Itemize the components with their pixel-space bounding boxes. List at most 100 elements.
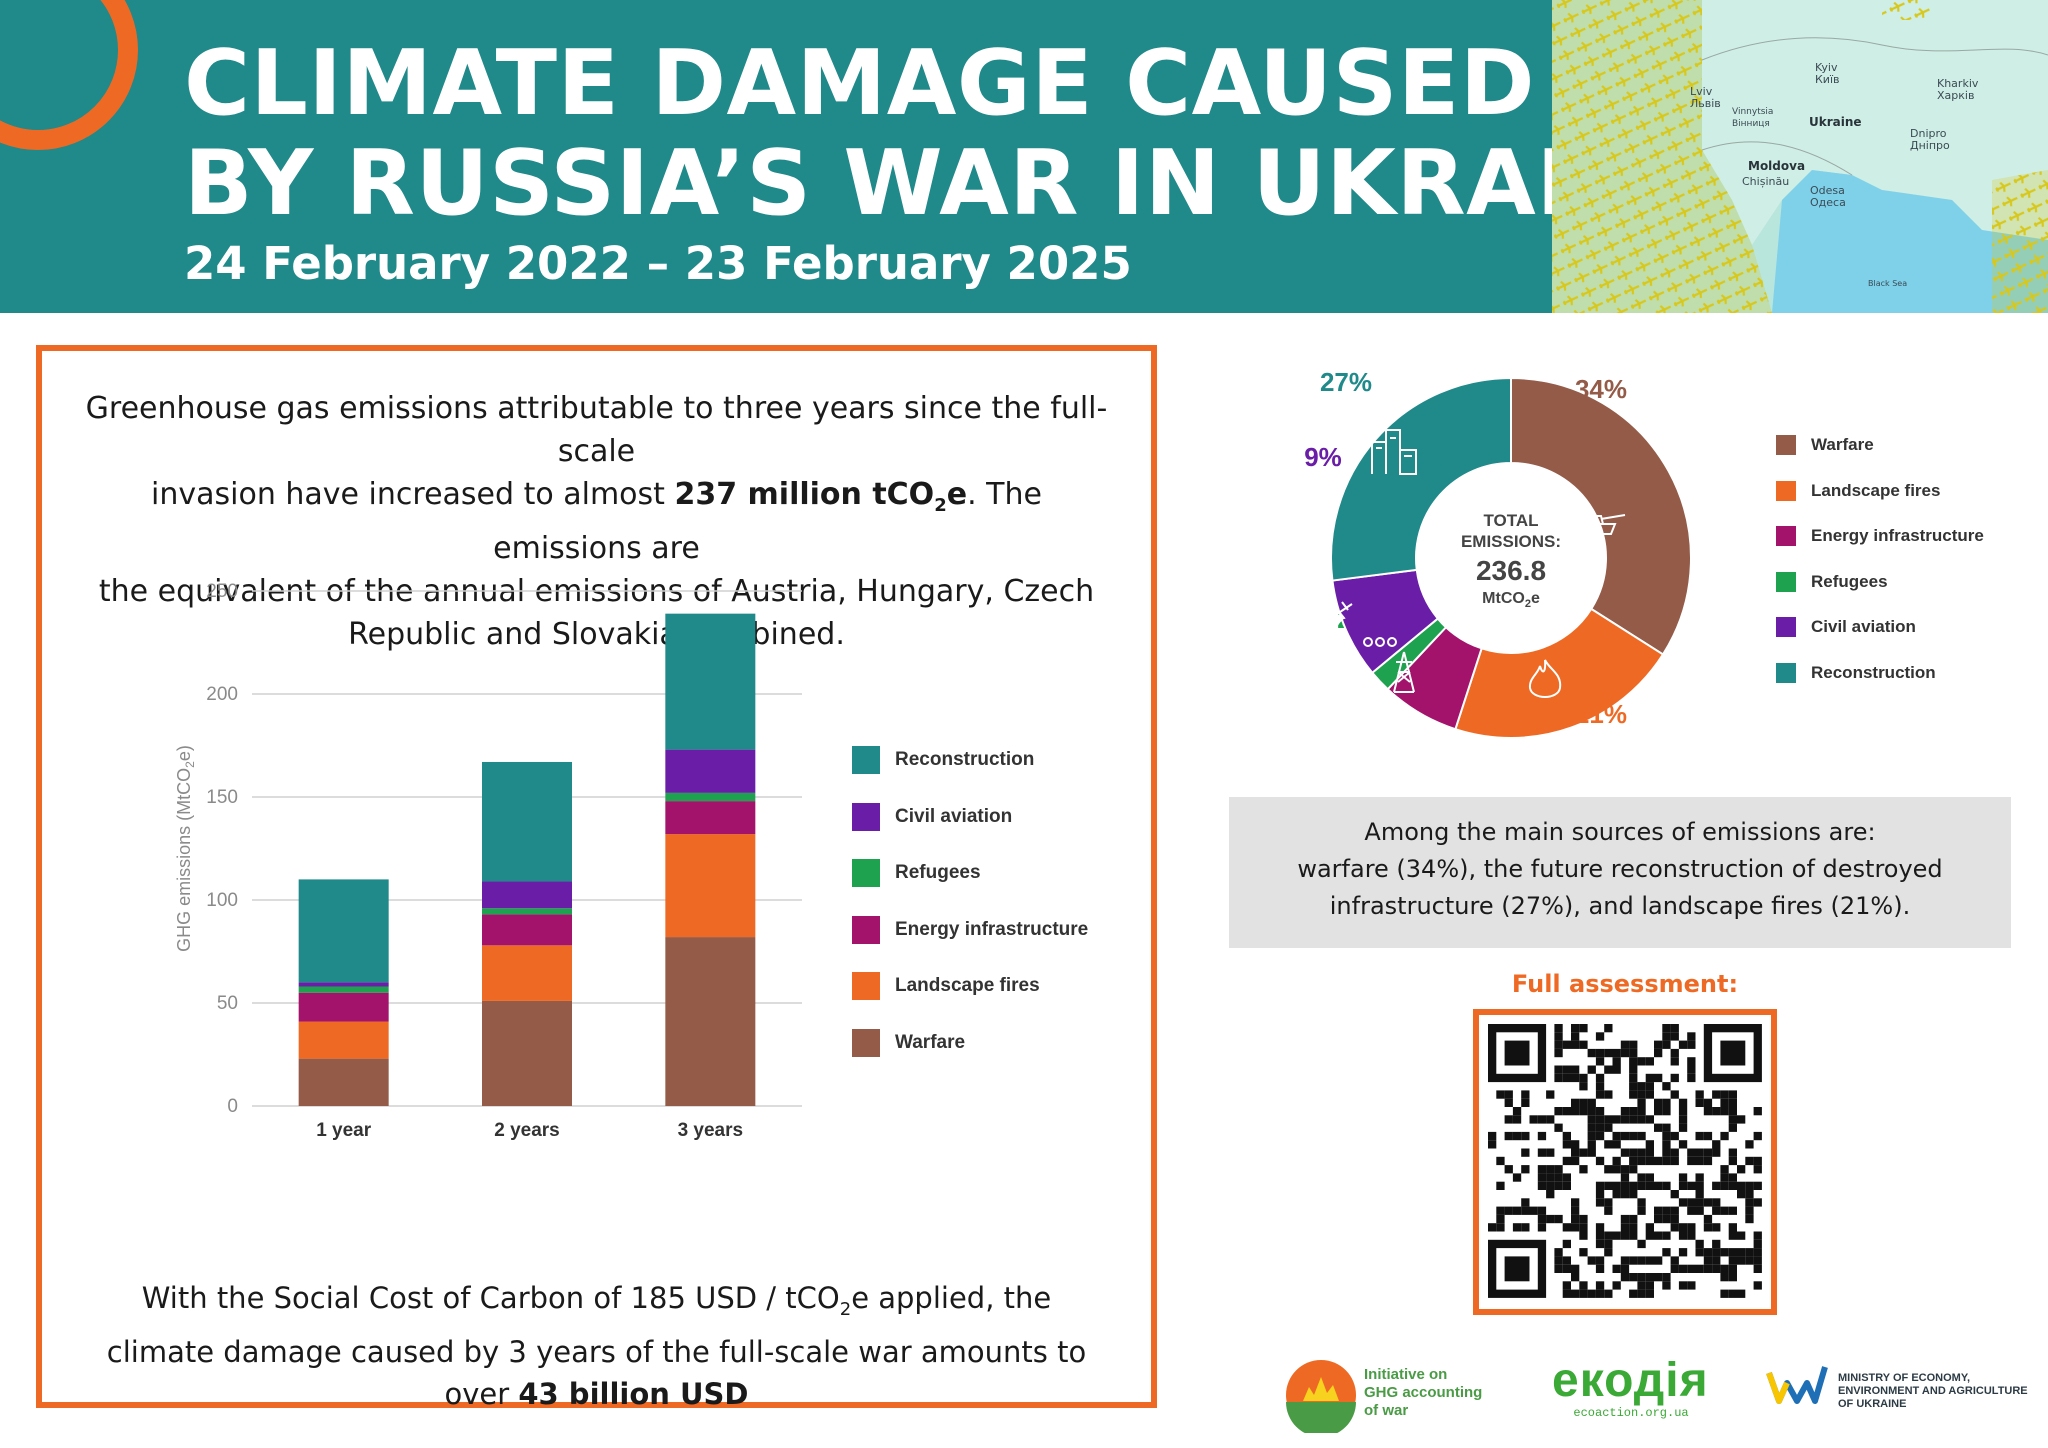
map-label-kharkiv: Kharkiv Харків <box>1937 77 1979 102</box>
legend-swatch <box>1776 617 1796 637</box>
bar-segment-refugees <box>298 986 389 993</box>
initiative-logo-icon <box>1286 1360 1356 1433</box>
legend-swatch <box>852 859 880 887</box>
donut-percent-label: 9% <box>1304 442 1342 472</box>
x-category-label: 3 years <box>678 1120 744 1141</box>
bar-segment-energy-infrastructure <box>482 914 572 946</box>
map-graphic <box>1552 0 2048 313</box>
bar-segment-reconstruction <box>482 761 572 882</box>
emissions-panel: Greenhouse gas emissions attributable to… <box>36 345 1157 1411</box>
legend-swatch <box>1776 435 1796 455</box>
legend-label: Energy infrastructure <box>895 918 1089 940</box>
bar-segment-civil-aviation <box>482 881 572 909</box>
legend-label: Reconstruction <box>1811 662 1936 682</box>
legend-item-energy-infrastructure: Energy infrastructure <box>852 915 1089 944</box>
legend-swatch <box>852 1028 880 1057</box>
map-label-lviv: Lviv Львів <box>1690 85 1721 110</box>
donut-chart-area: 34%21%7%2%9%27%TOTALEMISSIONS:236.8MtCO2… <box>1290 360 1750 780</box>
donut-legend-item-civil-aviation: Civil aviation <box>1776 617 1984 637</box>
bar-segment-reconstruction <box>665 613 756 750</box>
buildings-icon <box>1371 429 1417 475</box>
bar-segment-warfare <box>298 1058 389 1106</box>
bar-segment-reconstruction <box>298 879 389 983</box>
fire-icon <box>1528 659 1562 698</box>
donut-center-label: EMISSIONS: <box>1461 532 1561 551</box>
legend-label: Refugees <box>895 862 981 883</box>
bar-segment-refugees <box>482 908 572 915</box>
bar-segment-energy-infrastructure <box>298 992 389 1022</box>
bar-segment-landscape-fires <box>482 945 572 1001</box>
y-tick-label: 200 <box>206 684 238 705</box>
legend-label: Civil aviation <box>1811 617 1916 636</box>
legend-label: Energy infrastructure <box>1811 526 1984 545</box>
legend-label: Civil aviation <box>895 805 1013 827</box>
donut-legend-item-warfare: Warfare <box>1776 435 1984 455</box>
legend-label: Warfare <box>895 1031 966 1053</box>
map-label-dnipro: Dnipro Дніпро <box>1910 127 1950 152</box>
summary-box: Among the main sources of emissions are:… <box>1229 797 2011 948</box>
y-tick-label: 250 <box>206 581 238 602</box>
map-label-ukraine: Ukraine <box>1809 115 1862 129</box>
map-label-odesa: Odesa Одеса <box>1810 184 1846 209</box>
legend-swatch <box>852 802 880 831</box>
donut-legend-item-energy-infrastructure: Energy infrastructure <box>1776 526 1984 546</box>
orange-ring-decoration <box>0 0 138 150</box>
donut-legend-item-reconstruction: Reconstruction <box>1776 662 1984 683</box>
donut-percent-label: 21% <box>1575 699 1627 729</box>
donut-legend-item-refugees: Refugees <box>1776 571 1984 592</box>
donut-center-unit: MtCO2e <box>1482 590 1540 610</box>
tank-icon <box>1573 514 1626 535</box>
donut-center-label: TOTAL <box>1483 511 1538 530</box>
legend-item-landscape-fires: Landscape fires <box>852 972 1088 1000</box>
page-subtitle: 24 February 2022 – 23 February 2025 <box>184 237 1132 290</box>
qr-code[interactable] <box>1488 1024 1762 1300</box>
bar-segment-civil-aviation <box>298 982 389 987</box>
legend-item-reconstruction: Reconstruction <box>852 746 1088 774</box>
map-label-black-sea: Black Sea <box>1868 279 1908 288</box>
donut-slice-reconstruction <box>1330 376 1512 582</box>
y-tick-label: 150 <box>206 787 238 808</box>
intro-paragraph: Greenhouse gas emissions attributable to… <box>85 391 1108 652</box>
header-banner: CLIMATE DAMAGE CAUSED BY RUSSIA’S WAR IN… <box>0 0 2048 313</box>
legend-label: Reconstruction <box>895 749 1035 770</box>
airplane-icon <box>1327 601 1353 621</box>
qr-code-frame[interactable] <box>1473 1009 1777 1315</box>
y-tick-label: 100 <box>206 890 238 911</box>
donut-chart: 34%21%7%2%9%27%TOTALEMISSIONS:236.8MtCO2… <box>1304 367 1692 739</box>
donut-chart-legend: Warfare Landscape fires Energy infrastruct… <box>1776 435 1984 708</box>
map-label-vinnytsia: Vinnytsia Вінниця <box>1732 107 1774 129</box>
map-label-chisinau: Chișinău <box>1742 175 1790 188</box>
total-emissions-highlight: 237 million tCO2e <box>674 477 968 516</box>
page-title: CLIMATE DAMAGE CAUSED BY RUSSIA’S WAR IN… <box>184 34 1708 234</box>
title-line-1: CLIMATE DAMAGE CAUSED <box>184 31 1536 136</box>
donut-slice-landscape-fires <box>1454 607 1665 739</box>
bar-segment-refugees <box>665 792 756 802</box>
ministry-logo-icon <box>1766 1366 1828 1404</box>
x-category-label: 2 years <box>494 1120 560 1141</box>
bar-segment-civil-aviation <box>665 749 756 793</box>
legend-swatch <box>852 915 880 944</box>
ecoaction-logo-word: екодія <box>1552 1354 1709 1407</box>
y-tick-label: 50 <box>217 993 238 1014</box>
title-line-2: BY RUSSIA’S WAR IN UKRAINE <box>184 131 1709 236</box>
legend-item-refugees: Refugees <box>852 859 1088 887</box>
legend-swatch <box>852 746 880 774</box>
bar-segment-energy-infrastructure <box>665 801 756 835</box>
damage-amount: 43 billion USD <box>518 1376 749 1411</box>
full-assessment-label: Full assessment: <box>1511 970 1739 998</box>
ecoaction-logo-url: ecoaction.org.ua <box>1573 1406 1689 1420</box>
bar-segment-warfare <box>665 937 756 1106</box>
damage-paragraph: With the Social Cost of Carbon of 185 US… <box>106 1281 1087 1411</box>
bar-segment-landscape-fires <box>298 1021 389 1059</box>
bar-segment-warfare <box>482 1000 572 1106</box>
summary-text: Among the main sources of emissions are:… <box>1297 818 1943 920</box>
donut-center-total: 236.8 <box>1476 555 1546 586</box>
legend-label: Landscape fires <box>895 975 1040 996</box>
legend-swatch <box>1776 526 1796 546</box>
legend-swatch <box>1776 662 1796 683</box>
x-category-label: 1 year <box>316 1120 372 1141</box>
legend-swatch <box>1776 571 1796 592</box>
bar-chart-legend: Reconstruction Civil aviation Refugees Ener… <box>852 746 1088 1085</box>
legend-label: Warfare <box>1811 435 1874 454</box>
ukraine-flight-map: Kyiv Київ Kharkiv Харків Lviv Львів Vinnyts… <box>1552 0 2048 313</box>
